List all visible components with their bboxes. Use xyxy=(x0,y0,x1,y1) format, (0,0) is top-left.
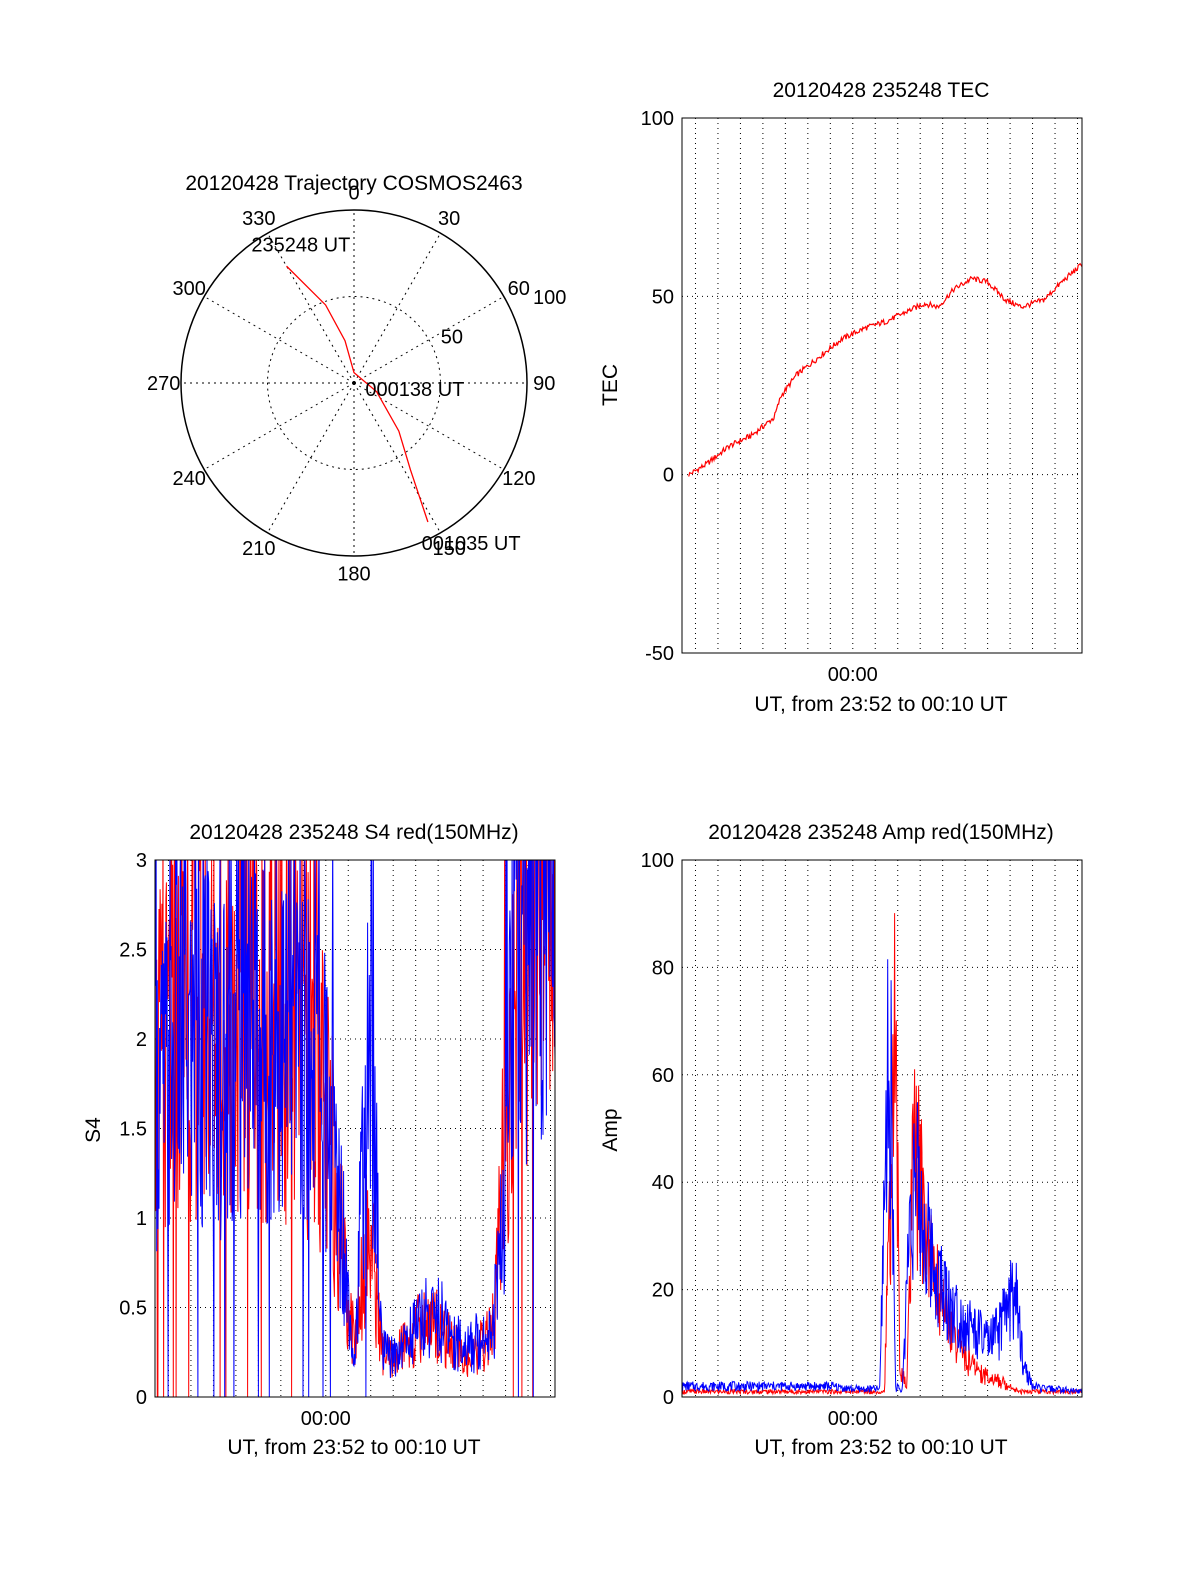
amp-series xyxy=(682,913,1082,1396)
s4-tick-labels: 0 0.5 1 1.5 2 2.5 3 00:00 xyxy=(119,850,351,1430)
polar-spoke xyxy=(267,382,355,534)
y-tick-label: 2.5 xyxy=(119,940,147,962)
polar-azimuth-tick: 330 xyxy=(242,208,275,230)
y-tick-label: 0 xyxy=(663,465,674,487)
series-line-red xyxy=(682,913,1082,1396)
polar-inner-circle xyxy=(267,296,441,470)
y-tick-label: 0 xyxy=(663,1387,674,1409)
polar-azimuth-tick: 90 xyxy=(533,373,555,395)
y-tick-label: -50 xyxy=(645,643,674,665)
polar-trajectory-label: 000138 UT xyxy=(365,379,464,401)
polar-azimuth-tick: 0 xyxy=(348,183,359,205)
y-tick-label: 100 xyxy=(641,108,674,130)
tec-tick-labels: -50 0 50 100 00:00 xyxy=(641,108,878,686)
s4-title: 20120428 235248 S4 red(150MHz) xyxy=(189,821,518,844)
s4-plot-frame xyxy=(154,859,556,1398)
polar-azimuth-tick: 30 xyxy=(438,208,460,230)
y-tick-label: 2 xyxy=(136,1029,147,1051)
polar-panel: 20120428 Trajectory COSMOS2463 0 30 60 90 12… xyxy=(147,172,566,585)
polar-radial-tick: 100 xyxy=(533,287,566,309)
s4-series xyxy=(155,860,555,1397)
polar-spoke xyxy=(353,296,505,384)
tec-grid xyxy=(682,117,1082,654)
polar-title: 20120428 Trajectory COSMOS2463 xyxy=(185,172,522,195)
x-tick-label: 00:00 xyxy=(828,664,878,686)
y-tick-label: 0 xyxy=(136,1387,147,1409)
series-line-blue xyxy=(155,860,555,1397)
y-tick-label: 40 xyxy=(652,1172,674,1194)
tec-panel: 20120428 235248 TEC -50 0 50 100 00:00 UT, f… xyxy=(599,79,1083,716)
y-tick-label: 60 xyxy=(652,1065,674,1087)
amp-xlabel: UT, from 23:52 to 00:10 UT xyxy=(754,1436,1007,1459)
tec-xlabel: UT, from 23:52 to 00:10 UT xyxy=(754,693,1007,716)
polar-radial-tick: 50 xyxy=(441,326,463,348)
y-tick-label: 20 xyxy=(652,1280,674,1302)
amp-plot-frame xyxy=(681,859,1083,1398)
polar-trajectory-label: 235248 UT xyxy=(251,234,350,256)
series-line-red xyxy=(688,262,1082,477)
polar-trajectory-label: 001035 UT xyxy=(422,533,521,555)
polar-azimuth-tick: 60 xyxy=(508,278,530,300)
polar-azimuth-tick: 300 xyxy=(173,278,206,300)
polar-grid xyxy=(180,209,528,557)
y-tick-label: 80 xyxy=(652,957,674,979)
y-tick-label: 1.5 xyxy=(119,1119,147,1141)
x-tick-label: 00:00 xyxy=(301,1408,351,1430)
y-tick-label: 3 xyxy=(136,850,147,872)
polar-azimuth-tick: 120 xyxy=(502,468,535,490)
polar-azimuth-tick: 210 xyxy=(242,538,275,560)
s4-xlabel: UT, from 23:52 to 00:10 UT xyxy=(227,1436,480,1459)
polar-spoke xyxy=(353,382,505,470)
polar-outer-circle xyxy=(180,209,528,557)
x-tick-label: 00:00 xyxy=(828,1408,878,1430)
polar-spoke xyxy=(353,382,441,534)
y-tick-label: 0.5 xyxy=(119,1298,147,1320)
polar-spoke xyxy=(267,232,355,384)
polar-azimuth-tick: 150 xyxy=(432,538,465,560)
polar-trajectory-line xyxy=(286,265,429,523)
tec-plot-frame xyxy=(681,117,1083,654)
y-tick-label: 50 xyxy=(652,286,674,308)
polar-spoke xyxy=(203,382,355,470)
amp-tick-labels: 0 20 40 60 80 100 00:00 xyxy=(641,850,878,1430)
s4-panel: 20120428 235248 S4 red(150MHz) 0 0.5 1 1.5 2… xyxy=(82,821,556,1459)
tec-title: 20120428 235248 TEC xyxy=(773,79,990,102)
y-tick-label: 1 xyxy=(136,1208,147,1230)
tec-series xyxy=(688,262,1082,477)
series-line-blue xyxy=(682,959,1082,1396)
amp-panel: 20120428 235248 Amp red(150MHz) 0 20 40 60 8… xyxy=(599,821,1083,1459)
polar-azimuth-tick: 180 xyxy=(337,563,370,585)
polar-trajectory: 235248 UT 000138 UT 001035 UT xyxy=(251,234,520,555)
tec-ylabel: TEC xyxy=(599,364,622,406)
polar-spoke xyxy=(353,232,441,384)
s4-ylabel: S4 xyxy=(82,1117,105,1143)
polar-tick-labels: 0 30 60 90 120 150 180 210 240 270 300 330 50 100 xyxy=(147,183,566,586)
polar-azimuth-tick: 270 xyxy=(147,373,180,395)
polar-azimuth-tick: 240 xyxy=(173,468,206,490)
amp-title: 20120428 235248 Amp red(150MHz) xyxy=(708,821,1054,844)
y-tick-label: 100 xyxy=(641,850,674,872)
polar-spoke xyxy=(203,296,355,384)
amp-ylabel: Amp xyxy=(599,1108,622,1151)
